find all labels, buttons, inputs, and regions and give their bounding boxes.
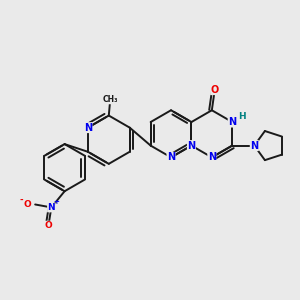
Text: N: N: [188, 141, 196, 151]
Text: O: O: [24, 200, 32, 209]
Text: N: N: [84, 123, 92, 133]
Text: N: N: [208, 152, 216, 162]
Text: O: O: [44, 221, 52, 230]
Text: -: -: [19, 196, 23, 205]
Text: O: O: [211, 85, 219, 94]
Text: +: +: [54, 199, 60, 205]
Text: CH₃: CH₃: [103, 95, 118, 104]
Text: N: N: [167, 152, 175, 162]
Text: H: H: [238, 112, 245, 121]
Text: N: N: [47, 203, 55, 212]
Text: N: N: [228, 117, 236, 127]
Text: N: N: [250, 141, 258, 151]
